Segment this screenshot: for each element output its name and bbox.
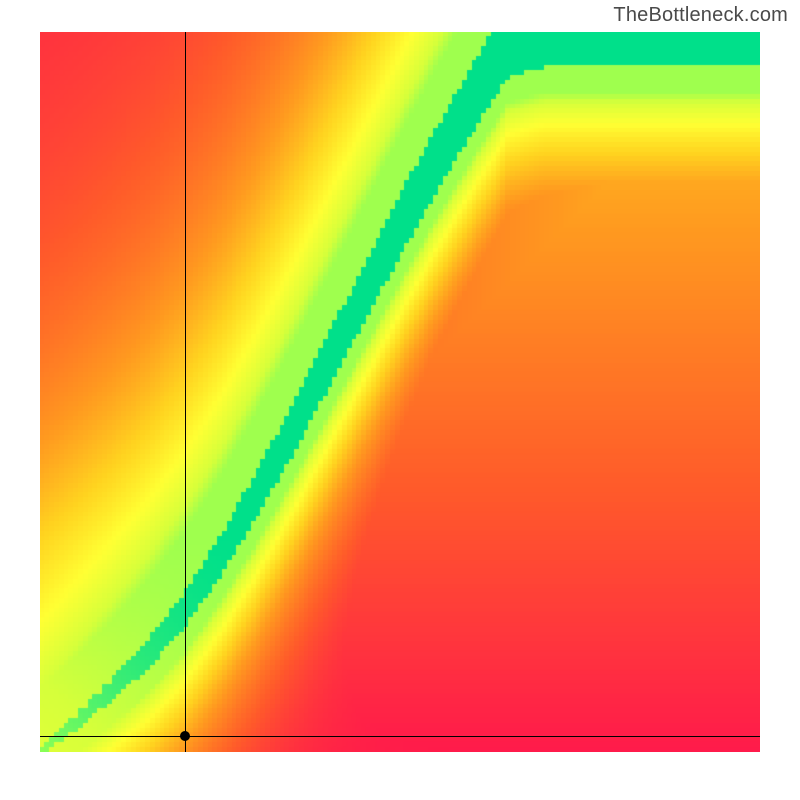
watermark-text: TheBottleneck.com bbox=[613, 4, 788, 27]
crosshair-horizontal bbox=[40, 736, 760, 737]
chart-container: TheBottleneck.com bbox=[0, 0, 800, 800]
selection-marker bbox=[180, 731, 190, 741]
plot-area bbox=[40, 32, 760, 752]
crosshair-vertical bbox=[185, 32, 186, 752]
bottleneck-heatmap bbox=[40, 32, 760, 752]
